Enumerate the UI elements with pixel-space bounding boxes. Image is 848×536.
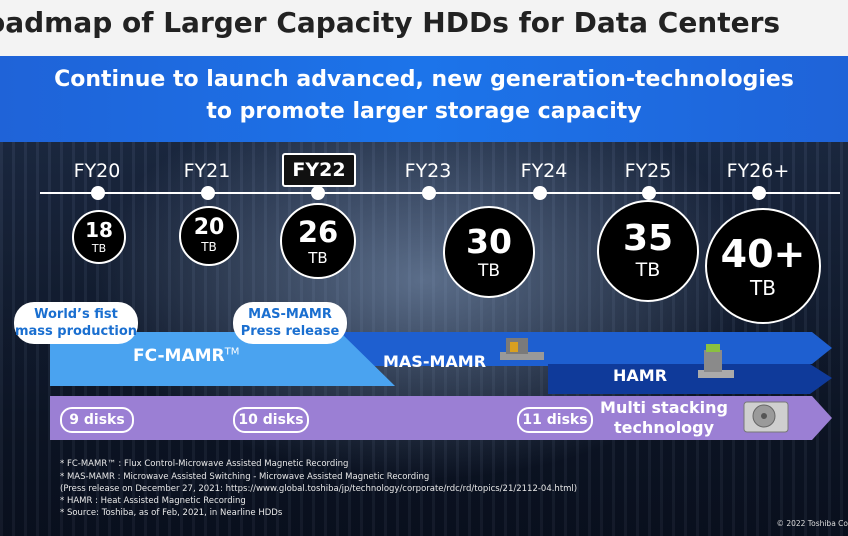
year-fy22-highlight: FY22: [282, 153, 356, 187]
capacity-value: 30: [466, 222, 512, 261]
disk-badge-10: 10 disks: [233, 407, 309, 433]
capacity-unit: TB: [635, 259, 661, 281]
footnote: * Source: Toshiba, as of Feb, 2021, in N…: [60, 508, 283, 518]
timeline-dot: [91, 186, 105, 200]
capacity-value: 26: [297, 215, 339, 249]
title-bar: oadmap of Larger Capacity HDDs for Data …: [0, 0, 848, 56]
callout-first-mass-production: World’s fist mass production: [14, 302, 138, 344]
copyright: © 2022 Toshiba Co: [776, 519, 848, 528]
timeline-dot: [311, 186, 325, 200]
capacity-circle-18tb: 18 TB: [72, 210, 126, 264]
capacity-circle-35tb: 35 TB: [597, 200, 699, 302]
callout-press-release: MAS-MAMR Press release: [233, 302, 347, 344]
capacity-circle-20tb: 20 TB: [179, 206, 239, 266]
fc-mamr-arrow: [50, 332, 395, 386]
footnote: * MAS-MAMR : Microwave Assisted Switchin…: [60, 472, 430, 482]
fc-mamr-label: FC-MAMRTM: [133, 346, 239, 366]
banner: Continue to launch advanced, new generat…: [0, 56, 848, 142]
year-fy23: FY23: [404, 160, 452, 182]
timeline-dot: [533, 186, 547, 200]
year-fy25: FY25: [624, 160, 672, 182]
mas-mamr-label: MAS-MAMR: [383, 352, 487, 371]
hamr-head-icon: [698, 344, 734, 378]
capacity-unit: TB: [477, 261, 501, 281]
capacity-value: 20: [193, 215, 225, 240]
disk-badge-11: 11 disks: [517, 407, 593, 433]
banner-line-1: Continue to launch advanced, new generat…: [54, 67, 794, 92]
capacity-value: 35: [622, 218, 674, 259]
callout-line: mass production: [14, 324, 138, 339]
trademark-mark: TM: [224, 346, 240, 358]
hdd-stack-icon: [743, 401, 789, 433]
mas-mamr-arrow-tip: [540, 332, 832, 364]
hamr-label: HAMR: [613, 366, 668, 385]
capacity-circle-30tb: 30 TB: [443, 206, 535, 298]
fc-mamr-text: FC-MAMR: [133, 346, 225, 366]
capacity-value: 18: [85, 218, 113, 242]
timeline-dot: [642, 186, 656, 200]
callout-line: World’s fist: [34, 307, 118, 322]
page-title: oadmap of Larger Capacity HDDs for Data …: [0, 6, 781, 39]
recording-head-icon: [500, 338, 544, 360]
capacity-unit: TB: [91, 242, 107, 255]
capacity-unit: TB: [750, 276, 776, 300]
capacity-circle-26tb: 26 TB: [280, 203, 356, 279]
capacity-unit: TB: [308, 249, 328, 267]
year-fy24: FY24: [520, 160, 568, 182]
timeline-dot: [422, 186, 436, 200]
timeline-dot: [752, 186, 766, 200]
callout-line: MAS-MAMR: [248, 307, 332, 322]
disk-badge-9: 9 disks: [60, 407, 134, 433]
callout-line: Press release: [240, 324, 340, 339]
multi-stacking-label: Multi stacking technology: [600, 398, 728, 438]
year-fy20: FY20: [73, 160, 121, 182]
year-fy26: FY26+: [726, 160, 790, 182]
capacity-value: 40+: [720, 232, 806, 276]
banner-line-2: to promote larger storage capacity: [206, 99, 642, 124]
hamr-arrow: [548, 364, 832, 394]
footnote: * HAMR : Heat Assisted Magnetic Recordin…: [60, 496, 246, 506]
year-fy21: FY21: [183, 160, 231, 182]
footnote: (Press release on December 27, 2021: htt…: [60, 484, 578, 494]
multi-stacking-line: Multi stacking: [600, 398, 728, 417]
multi-stacking-line: technology: [613, 418, 715, 437]
timeline-line: [40, 192, 840, 194]
timeline-dot: [201, 186, 215, 200]
capacity-unit: TB: [201, 240, 217, 254]
capacity-circle-40tb: 40+ TB: [705, 208, 821, 324]
footnote: * FC-MAMR™ : Flux Control-Microwave Assi…: [60, 459, 349, 469]
